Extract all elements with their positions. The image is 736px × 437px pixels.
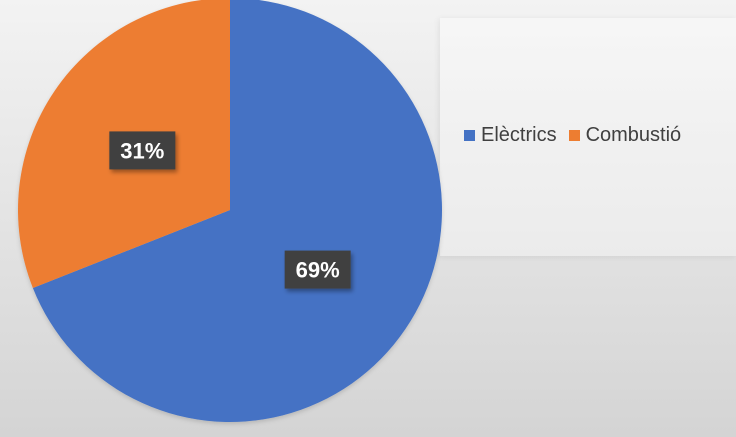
data-label-box	[284, 250, 351, 289]
data-label-electrics: 69%	[284, 250, 351, 289]
legend-swatch-combustio	[568, 130, 580, 141]
data-label-text: 69%	[296, 258, 340, 283]
legend-item-combustio: Combustió	[568, 124, 682, 147]
data-label-box	[109, 131, 176, 170]
data-label-text: 31%	[120, 138, 164, 163]
pie-slice-electrics	[32, 0, 442, 422]
legend-label-electrics: Elèctrics	[481, 124, 557, 146]
data-label-combustio: 31%	[109, 131, 176, 170]
pie-data-labels: 69% 31%	[109, 131, 351, 289]
legend-item-electrics: Elèctrics	[464, 124, 557, 147]
legend-background	[440, 18, 736, 256]
legend-label-combustio: Combustió	[585, 124, 682, 146]
pie-slices	[18, 0, 442, 422]
chart-legend: Elèctrics Combustió	[464, 124, 681, 147]
legend-swatch-electrics	[464, 130, 475, 141]
